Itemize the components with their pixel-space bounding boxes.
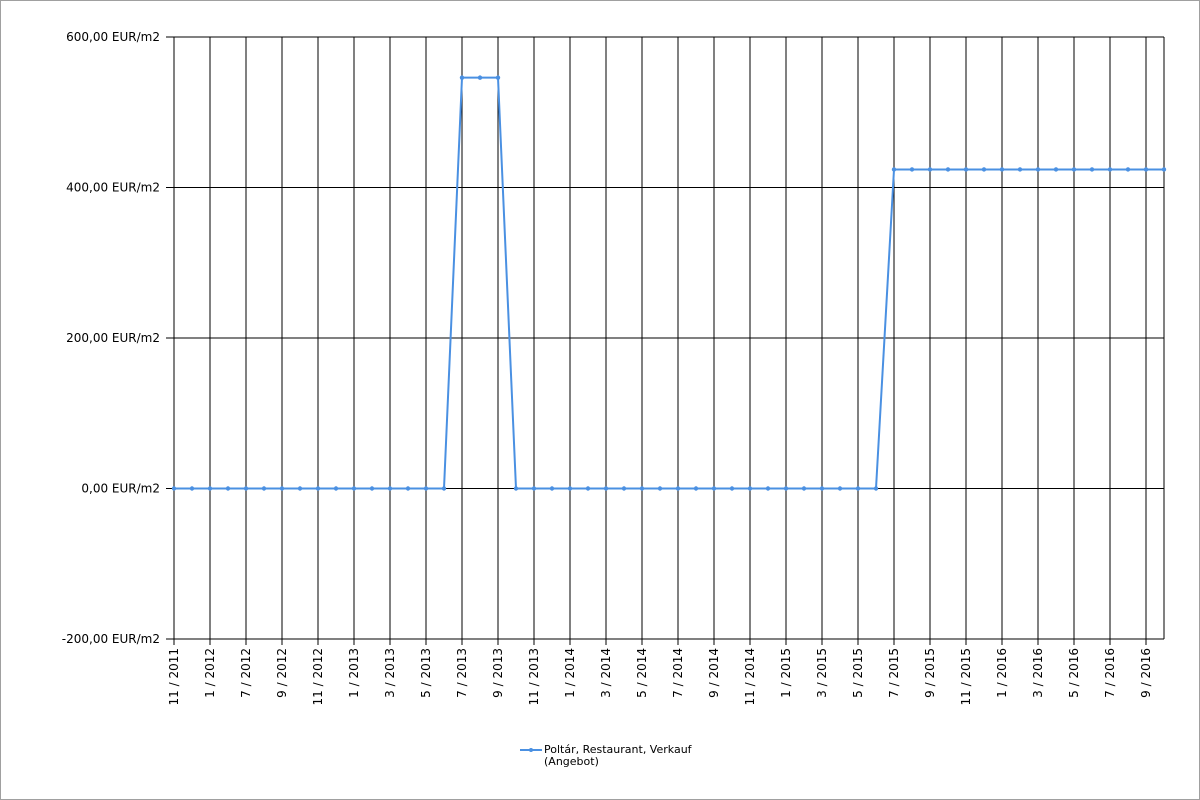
y-tick-label: 400,00 EUR/m2	[66, 181, 160, 195]
data-point	[171, 486, 177, 491]
data-point	[711, 486, 717, 491]
data-point	[1107, 167, 1113, 172]
data-point	[1053, 167, 1059, 172]
x-tick-label: 7 / 2015	[887, 648, 901, 698]
data-point	[405, 486, 411, 491]
data-point	[909, 167, 915, 172]
x-tick-label: 5 / 2013	[419, 648, 433, 698]
data-point	[873, 486, 879, 491]
data-point	[513, 486, 519, 491]
data-point	[1035, 167, 1041, 172]
data-point	[225, 486, 231, 491]
x-tick-label: 11 / 2015	[959, 648, 973, 705]
data-point	[639, 486, 645, 491]
data-point	[891, 167, 897, 172]
data-point	[945, 167, 951, 172]
y-tick-label: 600,00 EUR/m2	[66, 30, 160, 44]
data-point	[441, 486, 447, 491]
data-point	[459, 75, 465, 80]
data-point	[657, 486, 663, 491]
data-point	[567, 486, 573, 491]
data-point	[1089, 167, 1095, 172]
y-tick-label: -200,00 EUR/m2	[62, 632, 160, 646]
y-tick-label: 0,00 EUR/m2	[81, 482, 160, 496]
y-tick-label: 200,00 EUR/m2	[66, 331, 160, 345]
legend: Poltár, Restaurant, Verkauf (Angebot)	[520, 744, 694, 768]
x-tick-label: 11 / 2012	[311, 648, 325, 705]
data-point	[1017, 167, 1023, 172]
data-point	[477, 75, 483, 80]
legend-label: Poltár, Restaurant, Verkauf (Angebot)	[544, 743, 692, 768]
x-tick-label: 3 / 2014	[599, 648, 613, 698]
data-point	[747, 486, 753, 491]
data-point	[621, 486, 627, 491]
data-point	[279, 486, 285, 491]
data-point	[333, 486, 339, 491]
x-tick-label: 9 / 2016	[1139, 648, 1153, 698]
data-point	[549, 486, 555, 491]
data-point	[189, 486, 195, 491]
x-tick-label: 3 / 2015	[815, 648, 829, 698]
data-point	[351, 486, 357, 491]
data-point	[765, 486, 771, 491]
data-point	[999, 167, 1005, 172]
data-point	[693, 486, 699, 491]
x-tick-label: 7 / 2013	[455, 648, 469, 698]
x-tick-label: 1 / 2016	[995, 648, 1009, 698]
x-tick-label: 3 / 2013	[383, 648, 397, 698]
series-line	[174, 76, 1164, 490]
x-tick-label: 1 / 2015	[779, 648, 793, 698]
x-tick-label: 11 / 2013	[527, 648, 541, 705]
x-tick-label: 9 / 2013	[491, 648, 505, 698]
data-point	[585, 486, 591, 491]
data-point	[1143, 167, 1149, 172]
data-point	[801, 486, 807, 491]
data-point	[531, 486, 537, 491]
data-point	[387, 486, 393, 491]
data-point	[1125, 167, 1131, 172]
data-point	[297, 486, 303, 491]
data-point	[729, 486, 735, 491]
legend-swatch	[520, 748, 542, 752]
data-point	[855, 486, 861, 491]
data-point	[369, 486, 375, 491]
x-tick-label: 1 / 2012	[203, 648, 217, 698]
x-tick-label: 9 / 2014	[707, 648, 721, 698]
data-point	[837, 486, 843, 491]
x-tick-label: 9 / 2015	[923, 648, 937, 698]
data-point	[207, 486, 213, 491]
x-tick-label: 5 / 2014	[635, 648, 649, 698]
x-tick-label: 11 / 2011	[167, 648, 181, 705]
data-point	[783, 486, 789, 491]
x-tick-label: 7 / 2014	[671, 648, 685, 698]
data-point	[423, 486, 429, 491]
x-tick-label: 7 / 2012	[239, 648, 253, 698]
x-tick-label: 9 / 2012	[275, 648, 289, 698]
x-tick-label: 3 / 2016	[1031, 648, 1045, 698]
x-tick-label: 1 / 2013	[347, 648, 361, 698]
data-point	[675, 486, 681, 491]
data-point	[261, 486, 267, 491]
data-point	[1071, 167, 1077, 172]
data-point	[315, 486, 321, 491]
data-point	[819, 486, 825, 491]
x-tick-label: 5 / 2015	[851, 648, 865, 698]
data-point	[603, 486, 609, 491]
data-point	[963, 167, 969, 172]
x-tick-label: 5 / 2016	[1067, 648, 1081, 698]
x-tick-label: 11 / 2014	[743, 648, 757, 705]
x-tick-label: 7 / 2016	[1103, 648, 1117, 698]
x-tick-label: 1 / 2014	[563, 648, 577, 698]
data-point	[1161, 167, 1167, 172]
data-point	[243, 486, 249, 491]
data-point	[981, 167, 987, 172]
data-point	[927, 167, 933, 172]
data-point	[495, 75, 501, 80]
